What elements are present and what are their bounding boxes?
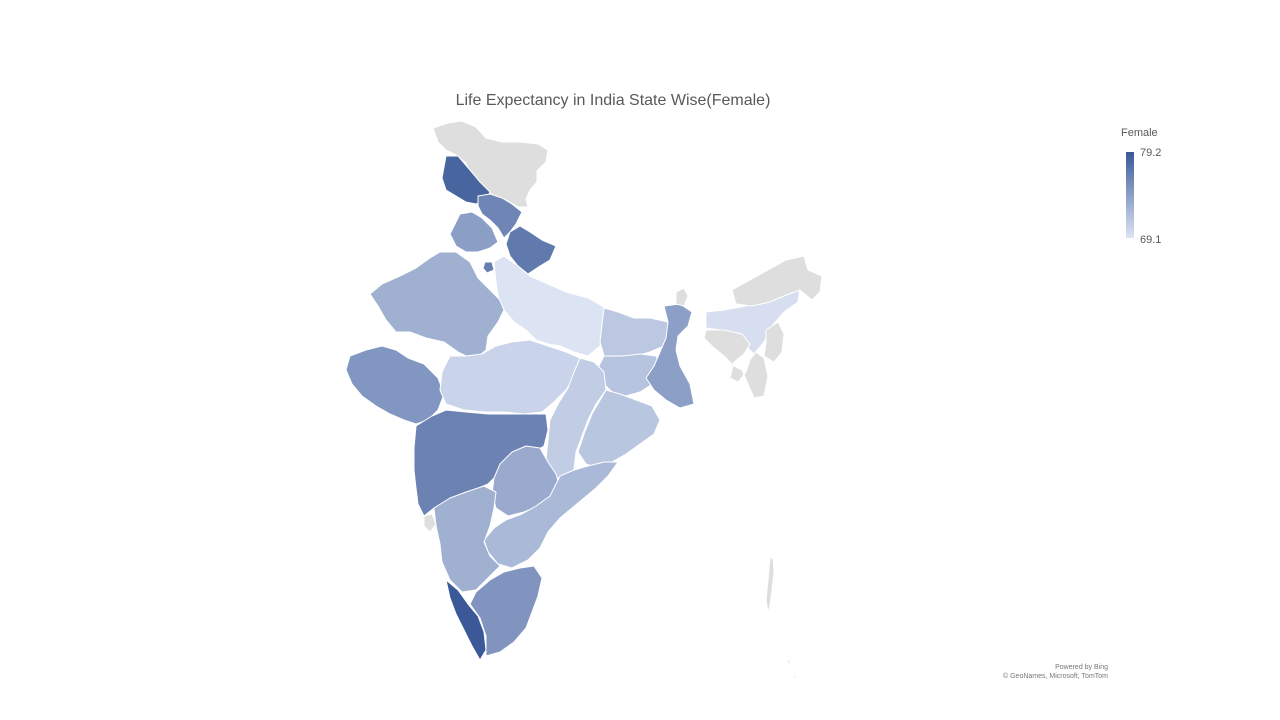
region-northeast-states [703,255,823,399]
region-tamil-nadu [469,565,543,657]
region-kerala [445,579,487,661]
map-title: Life Expectancy in India State Wise(Fema… [455,92,771,109]
region-gujarat [345,345,445,425]
region-sikkim [675,287,689,307]
attribution-copyright: © GeoNames, Microsoft, TomTom [1003,673,1108,680]
region-odisha [577,389,661,469]
region-west-bengal [645,303,695,409]
map-attribution: Powered by Bing © GeoNames, Microsoft, T… [1003,663,1108,681]
region-delhi [482,261,495,274]
region-uttar-pradesh [493,255,613,357]
legend-min-label: 69.1 [1140,234,1162,246]
region-andhra-pradesh [483,461,619,569]
region-andaman-and-nicobar-islands [765,557,797,681]
legend-gradient-bar [1126,152,1134,238]
legend-title: Female [1121,127,1158,139]
region-haryana [449,211,499,253]
region-rajasthan [369,251,507,361]
region-madhya-pradesh [439,339,581,415]
attribution-powered-by: Powered by Bing [1055,664,1108,671]
region-jammu-and-kashmir [432,120,549,208]
color-legend: Female 79.2 69.1 [1121,127,1201,252]
region-goa [423,513,437,533]
region-karnataka [433,485,501,593]
legend-max-label: 79.2 [1140,147,1162,159]
region-uttarakhand [505,225,557,275]
